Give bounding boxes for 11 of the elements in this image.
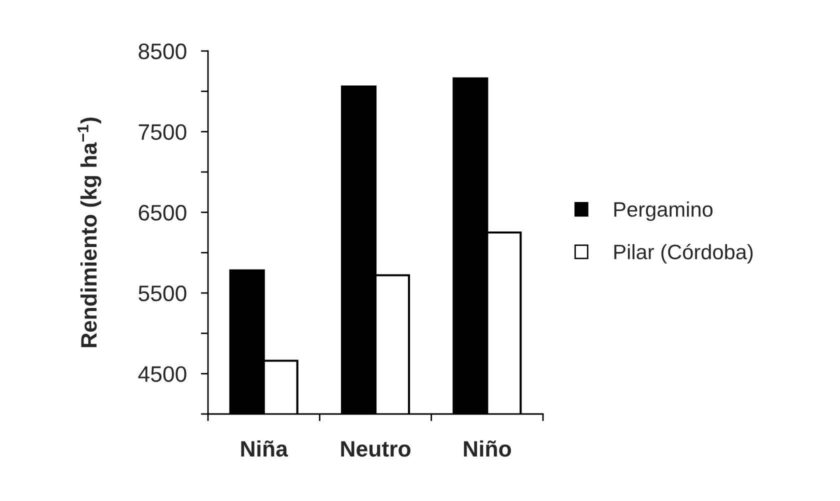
y-tick-label: 4500 [138, 366, 186, 382]
y-tick-label: 8500 [138, 44, 186, 60]
y-tick-label: 5500 [138, 286, 186, 302]
legend-label: Pilar (Córdoba) [614, 244, 753, 264]
legend-label: Pergamino [614, 202, 713, 221]
y-axis-title: Rendimiento (kg ha$^{−1}$) [78, 118, 102, 348]
y-tick-label: 7500 [138, 124, 186, 140]
x-tick-label: Niña [241, 440, 288, 457]
x-tick-label: Niño [464, 440, 511, 457]
y-tick-label: 6500 [138, 204, 186, 221]
x-tick-label: Neutro [341, 441, 410, 457]
